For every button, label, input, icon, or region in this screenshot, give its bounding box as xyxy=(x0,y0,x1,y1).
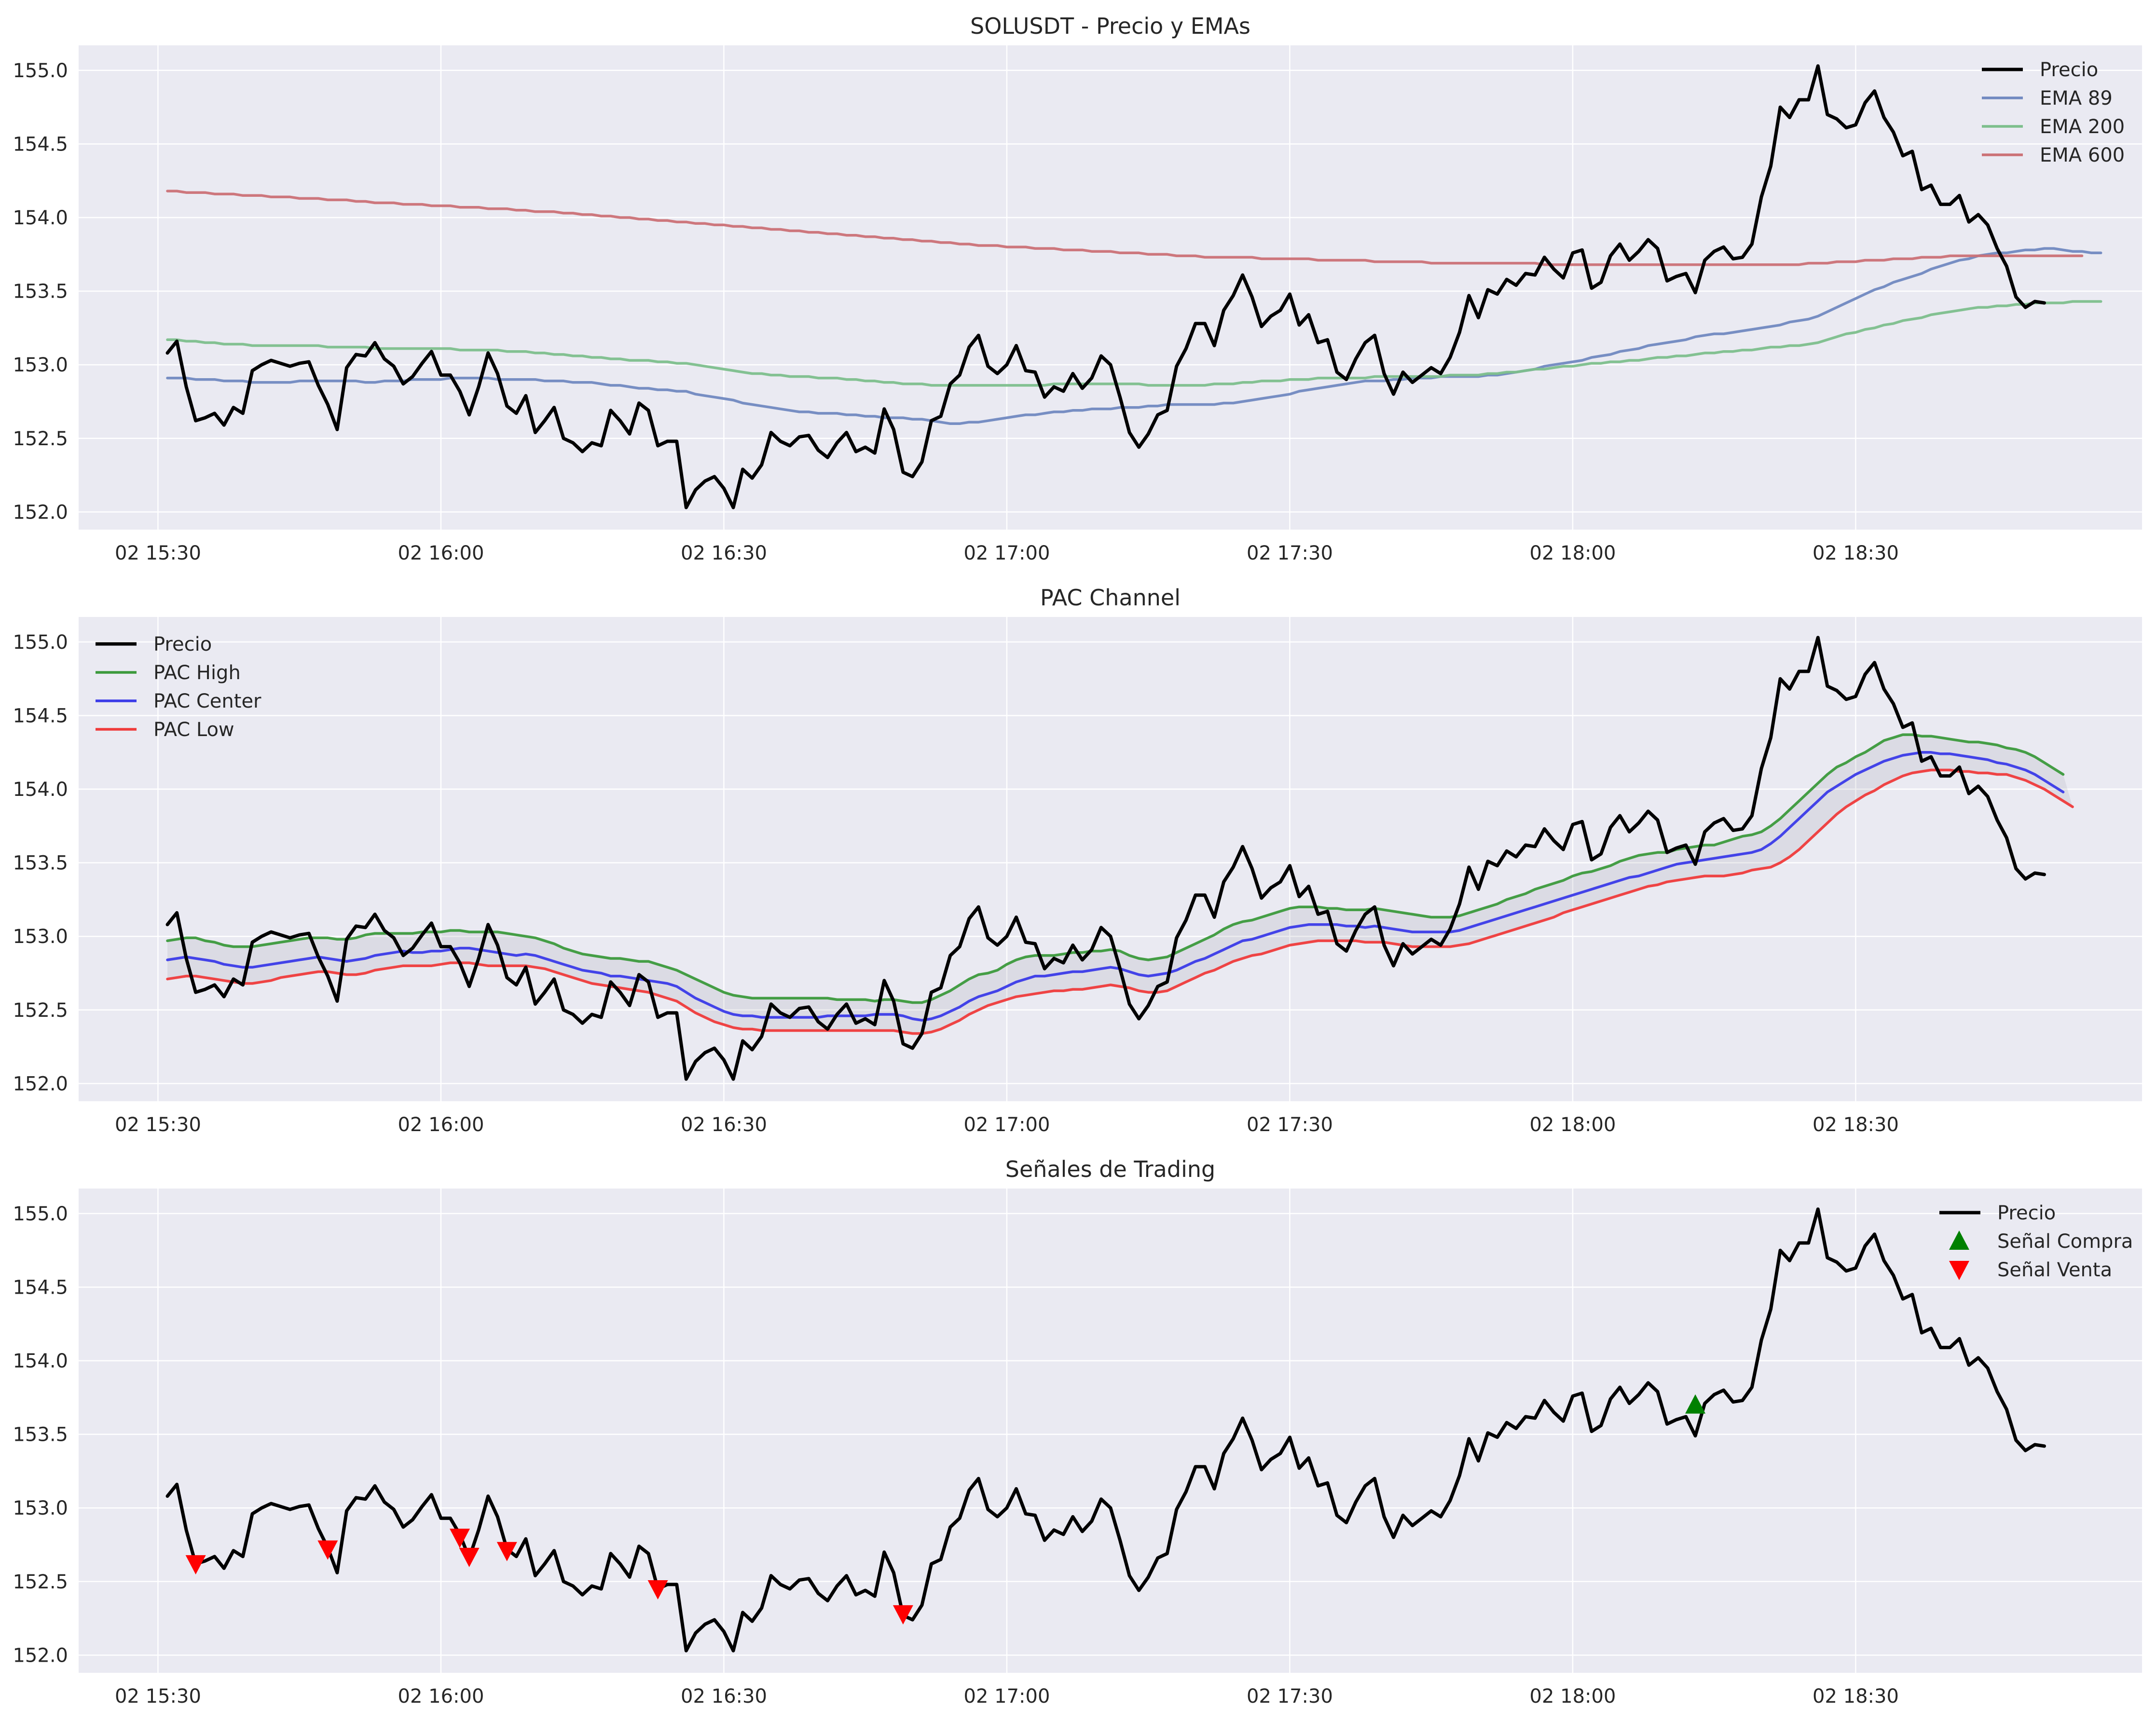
series-line-price xyxy=(165,64,2046,509)
y-tick-label: 155.0 xyxy=(13,631,68,654)
x-tick-label: 02 17:00 xyxy=(964,1685,1050,1708)
x-tick-label: 02 18:00 xyxy=(1530,542,1616,564)
x-tick-label: 02 17:30 xyxy=(1247,1685,1333,1708)
y-tick-label: 154.0 xyxy=(13,207,68,229)
chart-title: PAC Channel xyxy=(1040,585,1181,611)
series-line-pac-center xyxy=(166,751,2065,1022)
x-tick-label: 02 16:30 xyxy=(681,1114,767,1136)
chart-title: SOLUSDT - Precio y EMAs xyxy=(970,13,1250,39)
legend-label: Precio xyxy=(2040,59,2098,81)
series-line-ema600 xyxy=(166,190,2084,266)
series-line-price xyxy=(165,1207,2046,1653)
legend-label: PAC Low xyxy=(153,719,234,741)
buy-signal-marker xyxy=(1685,1394,1706,1414)
y-tick-label: 155.0 xyxy=(13,60,68,82)
x-tick-label: 02 15:30 xyxy=(115,1685,201,1708)
plot-area xyxy=(79,1189,2142,1673)
x-tick-label: 02 16:00 xyxy=(398,1114,484,1136)
sell-signal-marker xyxy=(317,1540,338,1560)
x-tick-label: 02 18:30 xyxy=(1813,542,1899,564)
chart-panel-3: 152.0 152.5 153.0 153.5 154.0 154.5 155.0 02 15… xyxy=(13,1156,2142,1708)
series-line-pac-low xyxy=(166,768,2074,1035)
y-tick-label: 153.0 xyxy=(13,354,68,376)
legend-label: Señal Venta xyxy=(1997,1259,2112,1281)
legend-label: PAC Center xyxy=(153,690,261,712)
legend: Precio PAC High PAC Center PAC Low xyxy=(96,633,261,741)
x-tick-label: 02 16:00 xyxy=(398,1685,484,1708)
chart-title: Señales de Trading xyxy=(1005,1156,1215,1182)
x-tick-label: 02 17:30 xyxy=(1247,1114,1333,1136)
y-tick-label: 154.5 xyxy=(13,705,68,727)
series-line-ema89 xyxy=(166,247,2102,425)
y-tick-label: 153.5 xyxy=(13,281,68,303)
plot-area xyxy=(79,617,2142,1101)
sell-signal-marker xyxy=(496,1542,517,1561)
x-tick-label: 02 16:30 xyxy=(681,1685,767,1708)
sell-signal-marker xyxy=(647,1580,668,1600)
y-tick-label: 154.0 xyxy=(13,1350,68,1372)
legend-label: Precio xyxy=(1997,1202,2056,1224)
y-tick-label: 153.5 xyxy=(13,852,68,875)
x-tick-label: 02 15:30 xyxy=(115,542,201,564)
sell-signal-marker xyxy=(185,1555,206,1575)
y-tick-label: 152.0 xyxy=(13,1644,68,1667)
sell-signal-marker xyxy=(450,1529,470,1548)
y-tick-label: 155.0 xyxy=(13,1203,68,1225)
legend-label: Señal Compra xyxy=(1997,1230,2133,1253)
y-tick-label: 154.5 xyxy=(13,133,68,155)
y-tick-label: 153.5 xyxy=(13,1424,68,1446)
series-line-ema200 xyxy=(166,300,2102,387)
x-tick-label: 02 16:00 xyxy=(398,542,484,564)
sell-signal-marker xyxy=(459,1547,480,1567)
y-tick-label: 154.5 xyxy=(13,1276,68,1298)
plot-area xyxy=(79,45,2142,530)
chart-panel-1: 152.0 152.5 153.0 153.5 154.0 154.5 155.0 02 15… xyxy=(13,13,2142,564)
legend: Precio Señal Compra Señal Venta xyxy=(1939,1202,2133,1281)
legend-label: EMA 600 xyxy=(2040,144,2125,166)
legend-label: EMA 200 xyxy=(2040,116,2125,138)
chart-panel-2: 152.0 152.5 153.0 153.5 154.0 154.5 155.0 02 15… xyxy=(13,585,2142,1136)
x-tick-label: 02 16:30 xyxy=(681,542,767,564)
legend-marker-buy xyxy=(1949,1230,1969,1250)
x-tick-label: 02 17:00 xyxy=(964,1114,1050,1136)
y-tick-label: 152.5 xyxy=(13,428,68,450)
x-tick-label: 02 18:00 xyxy=(1530,1114,1616,1136)
y-tick-label: 152.5 xyxy=(13,1571,68,1593)
x-tick-label: 02 18:30 xyxy=(1813,1685,1899,1708)
y-tick-label: 152.0 xyxy=(13,1073,68,1095)
y-tick-label: 152.0 xyxy=(13,501,68,523)
x-tick-label: 02 18:00 xyxy=(1530,1685,1616,1708)
series-line-price xyxy=(165,636,2046,1081)
legend-label: Precio xyxy=(153,633,212,656)
legend: Precio EMA 89 EMA 200 EMA 600 xyxy=(1982,59,2125,166)
x-tick-label: 02 17:30 xyxy=(1247,542,1333,564)
legend-label: PAC High xyxy=(153,662,241,684)
y-tick-label: 153.0 xyxy=(13,1497,68,1519)
x-tick-label: 02 15:30 xyxy=(115,1114,201,1136)
x-tick-label: 02 18:30 xyxy=(1813,1114,1899,1136)
legend-label: EMA 89 xyxy=(2040,87,2113,109)
sell-signal-marker xyxy=(893,1605,913,1625)
y-tick-label: 154.0 xyxy=(13,779,68,801)
legend-marker-sell xyxy=(1949,1261,1969,1280)
x-tick-label: 02 17:00 xyxy=(964,542,1050,564)
y-tick-label: 153.0 xyxy=(13,926,68,948)
y-tick-label: 152.5 xyxy=(13,999,68,1022)
